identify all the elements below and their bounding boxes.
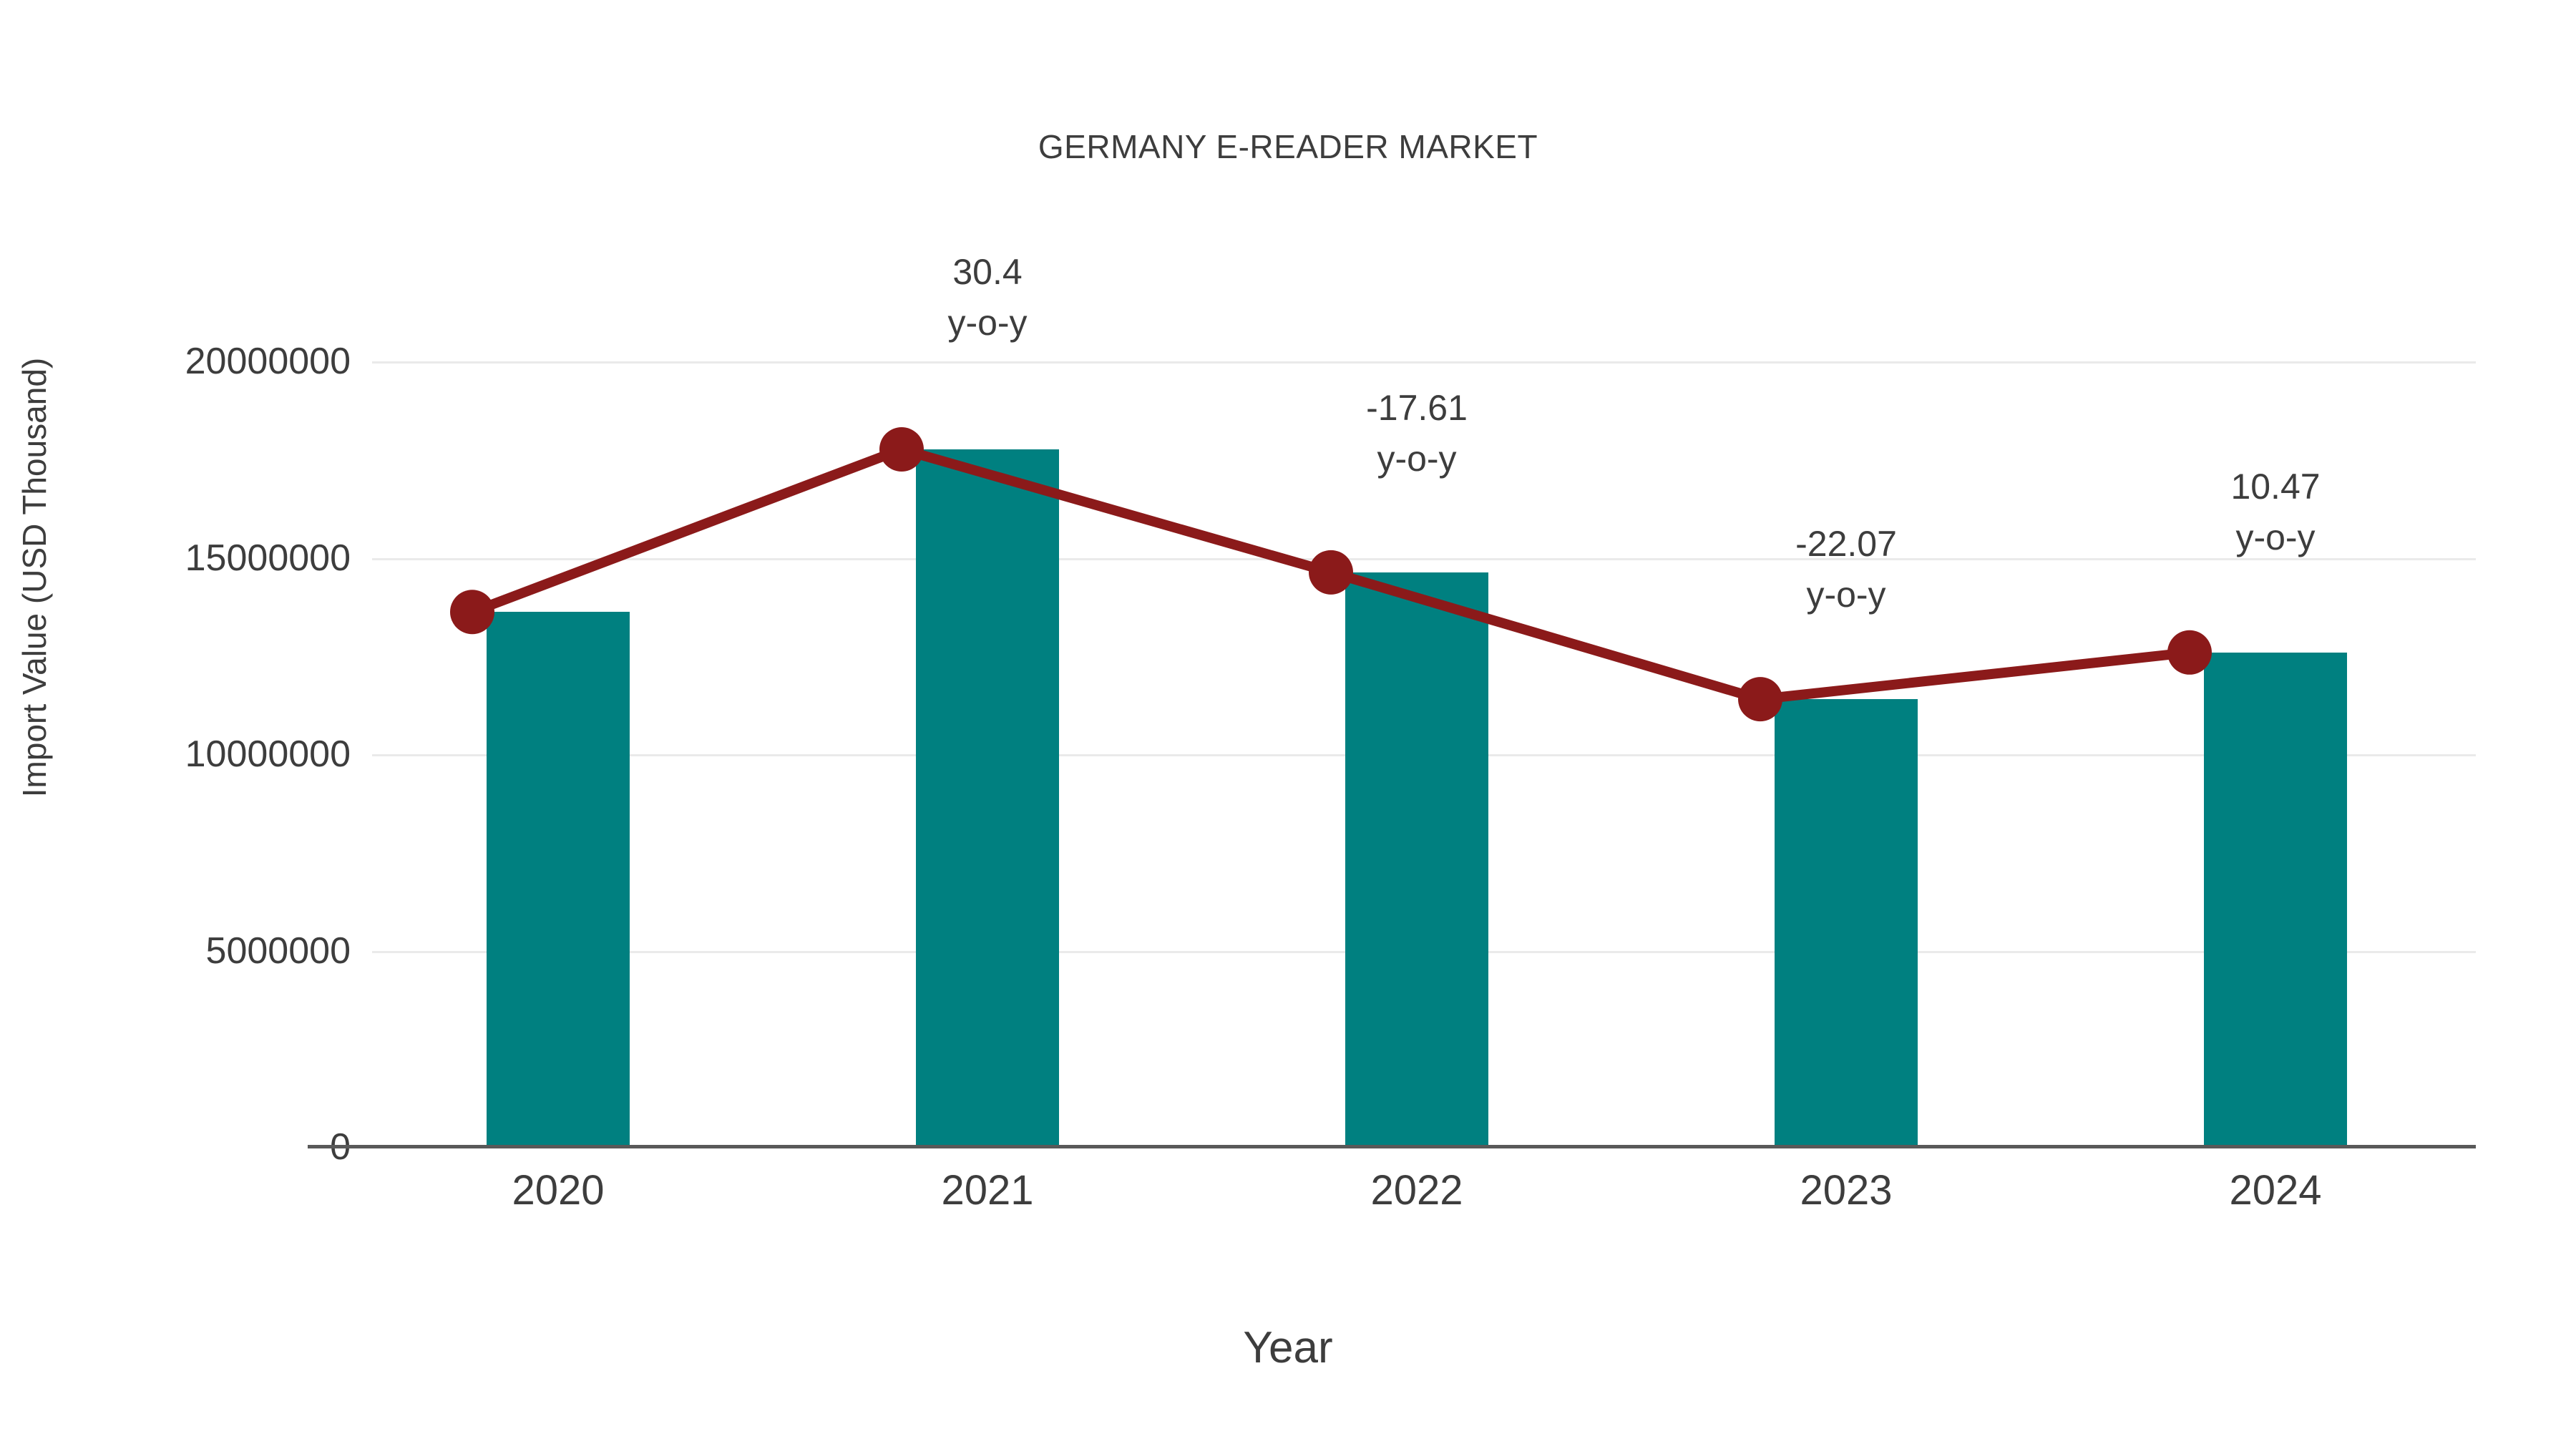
gridline-20000000	[372, 361, 2476, 364]
annotation-2023: -22.07 y-o-y	[1646, 519, 2046, 620]
y-axis-tick-5000000: 5000000	[205, 930, 351, 972]
x-axis-line	[308, 1145, 2476, 1148]
x-axis-title: Year	[1243, 1323, 1333, 1372]
annotation-2022-unit: y-o-y	[1377, 439, 1457, 479]
chart-title: GERMANY E-READER MARKET	[1038, 128, 1538, 165]
x-axis-tick-2023: 2023	[1800, 1167, 1893, 1214]
y-axis-tick-15000000: 15000000	[185, 537, 351, 579]
annotation-2024-unit: y-o-y	[2235, 517, 2316, 557]
bar-2021[interactable]	[916, 449, 1059, 1147]
x-axis-tick-2020: 2020	[512, 1167, 605, 1214]
annotation-2021-unit: y-o-y	[947, 303, 1028, 343]
annotation-2024-value: 10.47	[2230, 467, 2321, 507]
bar-2024[interactable]	[2204, 652, 2347, 1147]
annotation-2021-value: 30.4	[952, 252, 1023, 292]
x-axis-tick-2024: 2024	[2229, 1167, 2322, 1214]
annotation-2023-value: -22.07	[1795, 524, 1897, 564]
annotation-2022-value: -17.61	[1366, 388, 1468, 428]
bar-2020[interactable]	[487, 612, 630, 1147]
annotation-2023-unit: y-o-y	[1806, 575, 1886, 615]
y-axis-tick-20000000: 20000000	[185, 341, 351, 382]
y-axis-tick-10000000: 10000000	[185, 733, 351, 775]
annotation-2022: -17.61 y-o-y	[1216, 383, 1617, 484]
y-axis-tick-0: 0	[14, 1126, 351, 1169]
annotation-2024: 10.47 y-o-y	[2075, 462, 2476, 563]
bar-2022[interactable]	[1345, 572, 1488, 1147]
x-axis-tick-2022: 2022	[1370, 1167, 1463, 1214]
x-axis-tick-2021: 2021	[941, 1167, 1034, 1214]
annotation-2021: 30.4 y-o-y	[787, 247, 1188, 348]
bar-2023[interactable]	[1775, 699, 1918, 1147]
